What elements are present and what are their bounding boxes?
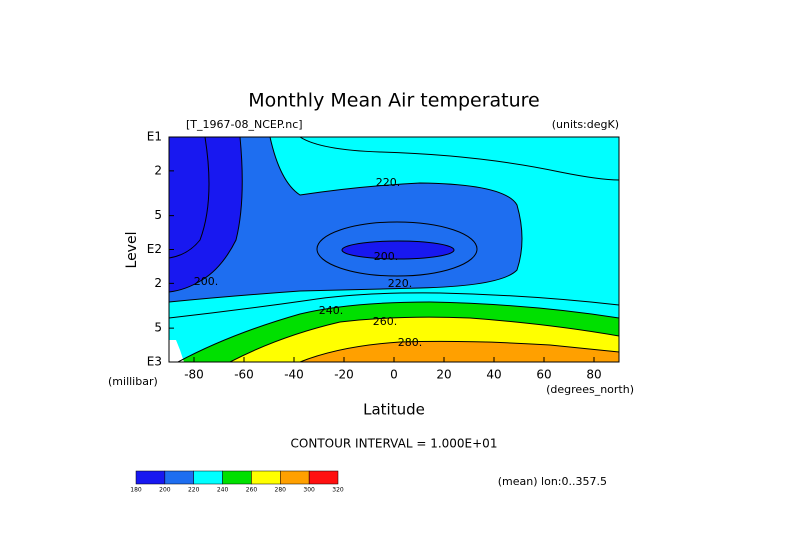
x-tick-label: 20: [436, 368, 451, 382]
y-unit: (millibar): [108, 375, 158, 388]
colorbar-box: [222, 470, 252, 485]
contour-line: [316, 221, 478, 277]
x-tick-label: 80: [586, 368, 601, 382]
contour-line: [169, 292, 619, 319]
colorbar-label: 320: [332, 487, 344, 494]
y-tick-label: 2: [154, 163, 162, 177]
contour-line: [169, 137, 523, 303]
colorbar-label: 280: [275, 487, 287, 494]
x-tick-label: 60: [536, 368, 551, 382]
contour-line: [341, 240, 455, 260]
colorbar-box: [251, 470, 281, 485]
contour-label: 200.: [194, 275, 219, 288]
colorbar-label: 260: [246, 487, 258, 494]
contour-line: [229, 316, 619, 362]
y-tick-label: 5: [154, 208, 162, 222]
contour-fill: [342, 241, 454, 259]
contour-fill: [169, 137, 243, 292]
colorbar-label: 300: [303, 487, 315, 494]
colorbar-label: 180: [130, 487, 142, 494]
x-tick-label: -20: [334, 368, 354, 382]
colorbar-box: [193, 470, 223, 485]
x-tick-label: -80: [184, 368, 204, 382]
y-tick-label: E2: [147, 242, 162, 256]
chart-title: Monthly Mean Air temperature: [248, 90, 539, 112]
contour-label: 280.: [398, 336, 423, 349]
x-axis-label: Latitude: [363, 401, 425, 419]
y-tick-label: E3: [147, 355, 162, 369]
y-tick-label: 5: [154, 321, 162, 335]
y-tick-label: 2: [154, 276, 162, 290]
y-tick-label: E1: [147, 130, 162, 144]
contour-label: 200.: [374, 250, 399, 263]
contour-label: 260.: [373, 315, 398, 328]
colorbar-box: [164, 470, 194, 485]
footer: CONTOUR INTERVAL = 1.000E+01: [291, 437, 498, 451]
contour-line: [299, 137, 619, 181]
x-tick-label: 0: [390, 368, 398, 382]
colorbar-box: [308, 470, 339, 485]
subtitle-right: (units:degK): [552, 118, 619, 131]
plot-area: [169, 137, 619, 362]
subtitle-left: [T_1967-08_NCEP.nc]: [186, 118, 303, 131]
missing-data: [169, 340, 184, 362]
note: (mean) lon:0..357.5: [498, 475, 607, 488]
x-tick-label: -40: [284, 368, 304, 382]
x-tick-label: 40: [486, 368, 501, 382]
contour-label: 220.: [376, 176, 401, 189]
contour-line: [169, 137, 243, 293]
contour-label: 220.: [388, 277, 413, 290]
contour-label: 240.: [319, 304, 344, 317]
colorbar-label: 200: [159, 487, 171, 494]
colorbar-label: 240: [217, 487, 229, 494]
x-tick-label: -60: [234, 368, 254, 382]
colorbar-label: 220: [188, 487, 200, 494]
x-unit: (degrees_north): [546, 383, 634, 396]
contour-line: [169, 137, 210, 259]
y-axis-label: Level: [124, 232, 140, 269]
colorbar-box: [135, 470, 166, 485]
contour-line: [177, 301, 619, 362]
contour-fill: [169, 137, 522, 302]
colorbar-box: [280, 470, 310, 485]
contour-line: [299, 340, 619, 362]
contour-fill: [300, 341, 619, 362]
